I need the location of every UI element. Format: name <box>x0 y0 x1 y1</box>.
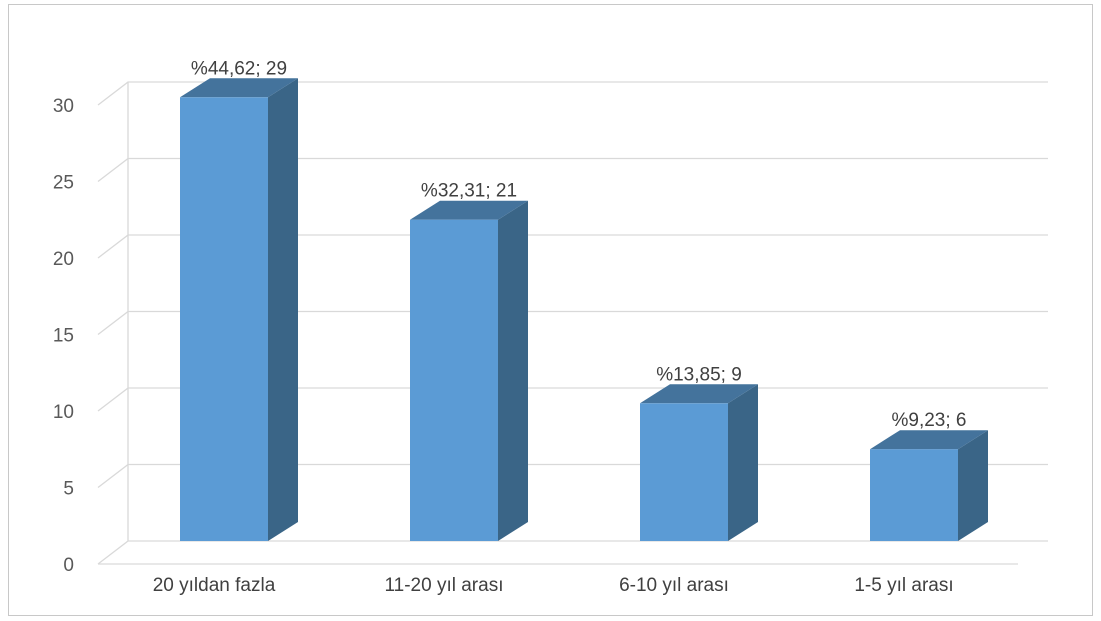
bar <box>870 430 988 541</box>
bar <box>640 384 758 541</box>
data-label: %9,23; 6 <box>892 410 967 431</box>
bar-front-face <box>410 219 498 541</box>
y-tick-label: 20 <box>53 249 74 270</box>
x-axis-categories: 20 yıldan fazla 11-20 yıl arası 6-10 yıl a… <box>153 575 954 596</box>
data-label: %44,62; 29 <box>191 58 287 79</box>
data-labels: %44,62; 29 %32,31; 21 %13,85; 9 %9,23; 6 <box>191 58 967 431</box>
bar-top-face <box>410 200 528 220</box>
gridlines <box>97 81 1048 565</box>
bar-side-face <box>728 384 758 541</box>
x-category-label: 6-10 yıl arası <box>619 575 729 596</box>
bars <box>180 78 988 542</box>
bar-top-face <box>870 430 988 450</box>
y-tick-label: 15 <box>53 326 74 347</box>
x-category-label: 20 yıldan fazla <box>153 575 276 596</box>
y-tick-label: 10 <box>53 402 74 423</box>
y-tick-label: 30 <box>53 96 74 117</box>
bar-top-face <box>640 384 758 404</box>
bar-front-face <box>180 97 268 542</box>
bar-side-face <box>268 78 298 542</box>
bar-side-face <box>498 200 528 541</box>
x-category-label: 11-20 yıl arası <box>385 575 504 596</box>
bar-top-face <box>180 78 298 98</box>
bar-front-face <box>640 403 728 541</box>
bar-side-face <box>958 430 988 541</box>
gridline <box>97 540 1048 565</box>
y-tick-label: 5 <box>63 479 74 500</box>
y-axis-ticks: 0 5 10 15 20 25 30 <box>53 96 74 576</box>
y-tick-label: 25 <box>53 173 74 194</box>
y-tick-label: 0 <box>63 555 74 576</box>
x-category-label: 1-5 yıl arası <box>854 575 953 596</box>
data-label: %32,31; 21 <box>421 181 517 202</box>
bar <box>180 78 298 542</box>
data-label: %13,85; 9 <box>656 364 742 385</box>
bar-front-face <box>870 449 958 541</box>
bar <box>410 200 528 541</box>
